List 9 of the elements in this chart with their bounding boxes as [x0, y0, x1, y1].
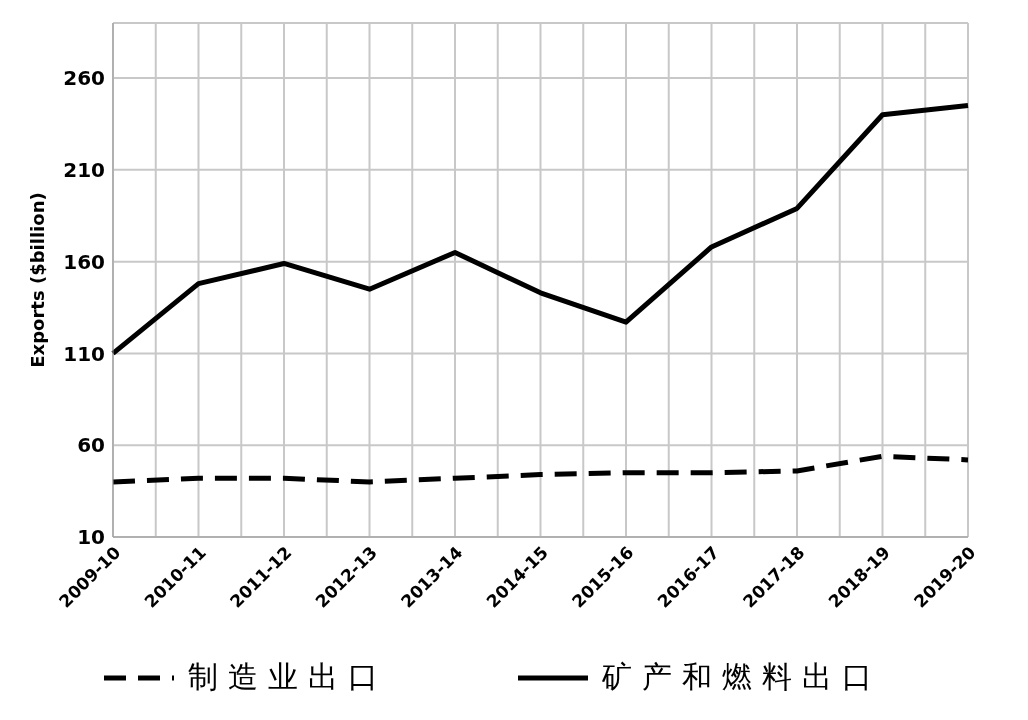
y-tick-label: 210 — [63, 157, 105, 182]
y-axis-title: Exports ($billion) — [27, 192, 49, 368]
legend-label: 矿产和燃料出口 — [602, 658, 882, 696]
y-tick-label: 10 — [77, 525, 105, 550]
y-tick-label: 60 — [77, 433, 105, 458]
y-tick-label: 160 — [63, 249, 105, 274]
legend-label: 制造业出口 — [188, 658, 388, 696]
y-tick-label: 110 — [63, 341, 105, 366]
y-tick-label: 260 — [63, 66, 105, 91]
